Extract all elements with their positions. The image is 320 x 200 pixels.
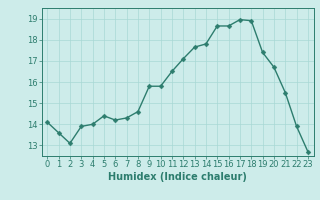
- X-axis label: Humidex (Indice chaleur): Humidex (Indice chaleur): [108, 172, 247, 182]
